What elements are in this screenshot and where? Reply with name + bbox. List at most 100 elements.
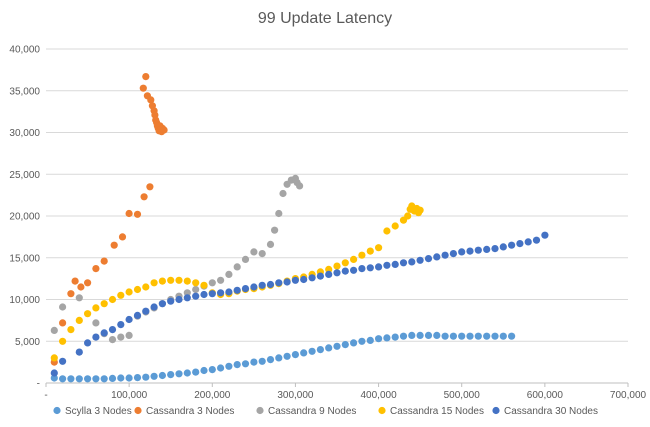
data-point [516, 240, 524, 248]
data-point [279, 189, 287, 198]
x-tick-label: 200,000 [194, 390, 231, 401]
data-point [125, 315, 133, 324]
data-point [100, 257, 108, 265]
data-point [266, 356, 275, 364]
data-point [225, 362, 233, 370]
data-point [225, 270, 233, 278]
data-point [433, 253, 441, 261]
data-point [399, 332, 408, 340]
data-point [291, 276, 299, 284]
x-tick-label: 400,000 [360, 390, 397, 401]
data-point [258, 281, 266, 289]
data-point [474, 332, 482, 340]
data-point [275, 209, 283, 218]
data-point [375, 335, 383, 343]
data-point [333, 342, 341, 350]
data-point [142, 283, 150, 291]
data-point [325, 344, 333, 352]
legend-label: Cassandra 9 Nodes [268, 406, 356, 417]
data-point [59, 319, 67, 327]
data-point [108, 336, 117, 344]
data-point [241, 360, 250, 368]
y-tick-label: 10,000 [9, 295, 40, 306]
data-point [308, 274, 316, 282]
data-point [416, 256, 424, 264]
data-point [84, 279, 92, 287]
y-tick-label: 40,000 [9, 45, 40, 56]
y-tick-label: 30,000 [9, 128, 40, 139]
data-point [275, 279, 283, 287]
data-point [233, 286, 241, 294]
chart-title: 99 Update Latency [258, 10, 392, 27]
data-point [350, 255, 358, 263]
data-point [77, 283, 85, 291]
data-point [158, 371, 166, 380]
legend-label: Cassandra 3 Nodes [146, 406, 234, 417]
series-1 [50, 331, 516, 383]
data-point [266, 280, 275, 289]
data-point [233, 361, 241, 369]
data-point [441, 332, 449, 340]
data-point [200, 366, 208, 375]
data-point [142, 307, 150, 315]
data-point [92, 375, 100, 383]
data-point [75, 316, 83, 324]
data-point [458, 248, 466, 256]
data-point [147, 96, 155, 104]
data-point [541, 231, 549, 239]
data-point [110, 241, 118, 249]
data-point [391, 222, 399, 230]
data-point [133, 210, 142, 218]
data-point [266, 240, 275, 248]
data-point [200, 281, 208, 289]
data-point [350, 339, 358, 347]
legend-marker [53, 406, 61, 415]
series-5 [50, 231, 549, 377]
data-point [92, 265, 100, 273]
data-point [117, 321, 125, 329]
data-point [175, 370, 183, 378]
data-point [275, 354, 283, 362]
data-point [341, 267, 349, 275]
data-point [424, 331, 433, 339]
data-point [316, 346, 324, 354]
data-point [208, 366, 216, 374]
data-point [100, 375, 108, 383]
data-point [59, 337, 67, 345]
data-point [491, 245, 499, 253]
x-tick-label: 700,000 [610, 390, 647, 401]
y-tick-label: 35,000 [9, 86, 40, 97]
data-point [375, 263, 383, 271]
data-point [200, 290, 208, 299]
data-point [139, 84, 147, 92]
data-point [67, 375, 75, 383]
data-point [183, 294, 191, 302]
data-point [67, 290, 75, 298]
data-point [383, 227, 391, 235]
data-point [175, 295, 183, 304]
data-point [59, 375, 67, 383]
data-point [483, 245, 491, 253]
data-point [217, 289, 225, 297]
x-tick-label: 100,000 [111, 390, 148, 401]
data-point [524, 238, 532, 246]
x-tick-label: 500,000 [444, 390, 481, 401]
data-point [84, 375, 92, 383]
data-point [441, 251, 449, 259]
data-point [341, 341, 349, 349]
data-point [383, 334, 391, 342]
series-2 [50, 73, 168, 366]
data-point [140, 193, 148, 201]
data-point [325, 265, 333, 273]
data-point [424, 255, 433, 263]
data-point [167, 297, 175, 305]
x-tick-label: - [44, 390, 47, 401]
data-point [316, 272, 324, 280]
data-points [50, 73, 549, 383]
data-point [167, 371, 175, 379]
data-point [50, 354, 58, 362]
data-point [108, 374, 117, 382]
data-point [433, 331, 441, 339]
